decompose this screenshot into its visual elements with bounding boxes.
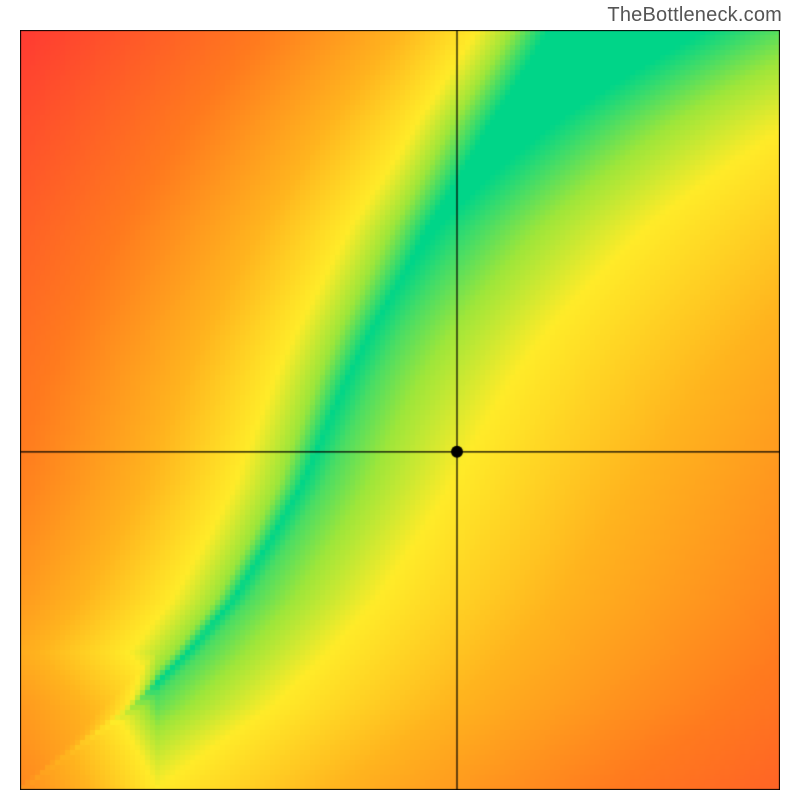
- heatmap-container: [20, 30, 780, 790]
- watermark-text: TheBottleneck.com: [607, 4, 782, 27]
- heatmap-canvas: [20, 30, 780, 790]
